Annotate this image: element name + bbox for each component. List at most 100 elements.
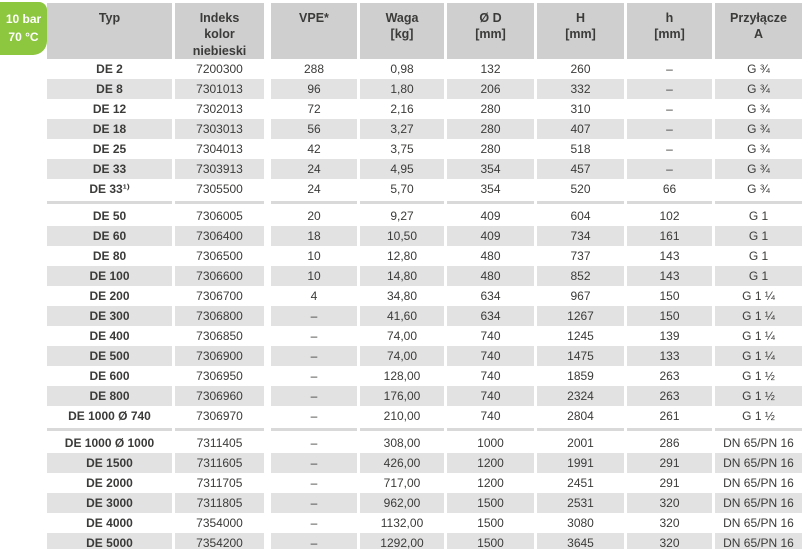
cell-waga: 3,27 (360, 118, 444, 139)
cell-height-H: 518 (570, 141, 591, 156)
cell-diameter-d: 480 (480, 248, 501, 263)
cell-diameter-d: 740 (480, 368, 501, 383)
table-row: DE 500 7306900–74,00 740 1475 133 G 1 ¼ (47, 345, 802, 366)
separator-bar (715, 425, 802, 433)
cell-indeks: 7306960 (175, 385, 264, 406)
col-header-typ: Typ (47, 3, 172, 59)
cell-vpe: – (271, 532, 357, 549)
cell-vpe: 18 (271, 225, 357, 246)
cell-indeks: 7306600 (175, 265, 264, 286)
table-row: DE 1000 Ø 740 7306970 – 210,00 740 2804 261 G 1… (47, 406, 802, 426)
cell-przylacze-a: DN 65/PN 16 (715, 532, 802, 549)
cell-waga: 210,00 (383, 408, 421, 423)
cell-przylacze-a: DN 65/PN 16 (715, 492, 802, 513)
column-gutter (267, 226, 268, 246)
cell-przylacze-a: G ¾ (747, 181, 770, 196)
table-row: DE 80 7306500 10 12,80 480 737 143 G 1 (47, 246, 802, 266)
cell-diameter-d: 634 (447, 305, 534, 326)
cell-przylacze-a: DN 65/PN 16 (723, 515, 794, 530)
cell-przylacze-a: G ¾ (715, 118, 802, 139)
cell-przylacze-a: G 1 (715, 225, 802, 246)
cell-przylacze-a: G 1 ½ (742, 368, 775, 383)
cell-height-h: 150 (659, 288, 680, 303)
cell-height-h: 102 (659, 208, 680, 223)
cell-przylacze-a: G 1 ¼ (742, 288, 775, 303)
cell-diameter-d: 280 (480, 141, 501, 156)
cell-diameter-d: 740 (480, 408, 501, 423)
badge-temperature: 70 °C (8, 29, 39, 44)
header-row: Typ Indeks kolor niebieski VPE* Waga [kg… (47, 3, 802, 59)
cell-vpe: 10 (271, 265, 357, 286)
separator-bar (47, 198, 172, 206)
table-row: DE 3000 7311805–962,00 1500 2531 320 DN 65/PN… (47, 492, 802, 513)
cell-indeks: 7306900 (175, 345, 264, 366)
cell-waga: 962,00 (360, 492, 444, 513)
cell-indeks: 7311705 (196, 475, 243, 490)
table-body: DE 2 7200300 288 0,98 132 260– G ¾ DE 8 7301013 9… (47, 59, 802, 549)
cell-typ: DE 50 (92, 208, 127, 223)
cell-typ: DE 33 (47, 158, 172, 179)
cell-typ: DE 18 (47, 118, 172, 139)
cell-waga: 2,16 (390, 101, 414, 116)
cell-vpe: 4 (310, 288, 318, 303)
cell-height-H: 1859 (567, 368, 594, 383)
cell-waga: 14,80 (360, 265, 444, 286)
separator-bar (271, 198, 357, 206)
cell-diameter-d: 354 (480, 181, 501, 196)
cell-diameter-d: 409 (447, 225, 534, 246)
column-gutter (267, 306, 268, 326)
col-header-przylacze: Przyłącze A (715, 3, 802, 59)
cell-height-H: 2804 (567, 408, 594, 423)
table-row: DE 60 7306400 18 10,50 409 734 161 G 1 (47, 225, 802, 246)
separator-bar (537, 198, 624, 206)
cell-indeks: 7306800 (175, 305, 264, 326)
cell-indeks: 7306700 (196, 288, 243, 303)
cell-typ: DE 400 (89, 328, 130, 343)
cell-height-h: 66 (662, 181, 677, 196)
cell-vpe: 24 (307, 181, 321, 196)
cell-typ: DE 2 (96, 61, 123, 76)
cell-typ: DE 33¹⁾ (89, 181, 130, 196)
cell-diameter-d: 280 (447, 118, 534, 139)
table-header: Typ Indeks kolor niebieski VPE* Waga [kg… (47, 3, 802, 59)
separator-bar (175, 198, 264, 206)
table-row: DE 33 7303913 24 4,95 354 457– G ¾ (47, 158, 802, 179)
cell-diameter-d: 280 (480, 101, 501, 116)
cell-height-h: 291 (627, 452, 712, 473)
cell-przylacze-a: G 1 (748, 208, 769, 223)
cell-indeks: 7354200 (175, 532, 264, 549)
cell-height-h: – (666, 141, 673, 156)
cell-waga: 41,60 (360, 305, 444, 326)
cell-height-h: – (666, 61, 673, 76)
cell-typ: DE 12 (92, 101, 127, 116)
column-gutter (267, 139, 268, 159)
column-gutter (267, 326, 268, 346)
cell-waga: 5,70 (390, 181, 414, 196)
cell-height-h: 320 (627, 492, 712, 513)
cell-vpe: – (271, 345, 357, 366)
cell-indeks: 7306500 (196, 248, 243, 263)
column-gutter (267, 179, 268, 199)
table-row: DE 1500 7311605–426,00 1200 1991 291 DN 65/PN… (47, 452, 802, 473)
cell-height-h: 320 (659, 515, 680, 530)
cell-typ: DE 600 (89, 368, 130, 383)
cell-vpe: 288 (303, 61, 325, 76)
cell-typ: DE 60 (47, 225, 172, 246)
cell-przylacze-a: G 1 ¼ (742, 328, 775, 343)
cell-waga: 0,98 (390, 61, 414, 76)
cell-waga: 12,80 (386, 248, 418, 263)
cell-waga: 1292,00 (360, 532, 444, 549)
cell-indeks: 7306950 (196, 368, 243, 383)
cell-vpe: 72 (307, 101, 321, 116)
cell-height-h: 291 (659, 475, 680, 490)
table-row: DE 18 7303013 56 3,27 280 407– G ¾ (47, 118, 802, 139)
cell-height-H: 2451 (567, 475, 594, 490)
cell-height-H: 332 (537, 78, 624, 99)
cell-height-H: 734 (537, 225, 624, 246)
column-gutter (267, 406, 268, 426)
table-row: DE 25 7304013 42 3,75 280 518 – G ¾ (47, 139, 802, 159)
cell-waga: 9,27 (390, 208, 414, 223)
separator-bar (47, 425, 172, 433)
cell-vpe: 96 (271, 78, 357, 99)
cell-indeks: 7303013 (175, 118, 264, 139)
